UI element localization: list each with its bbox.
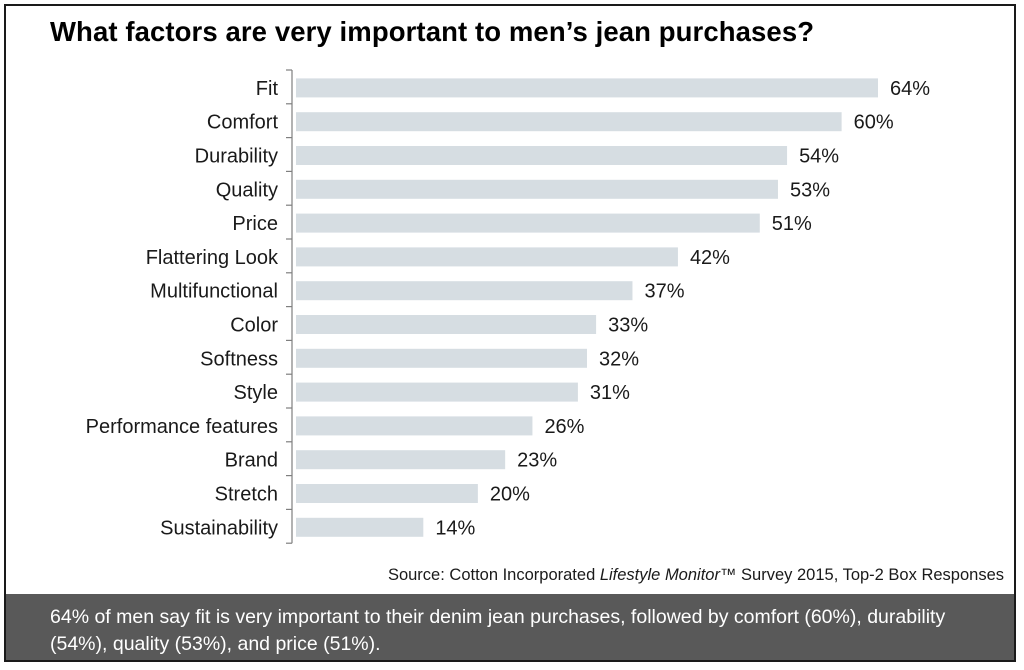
- bar: [296, 247, 678, 267]
- value-label: 31%: [590, 382, 630, 404]
- value-label: 54%: [799, 146, 839, 168]
- category-label: Brand: [225, 450, 278, 472]
- value-label: 32%: [599, 348, 639, 370]
- bar: [296, 78, 878, 98]
- bar: [296, 348, 587, 368]
- bar: [296, 146, 788, 165]
- bar: [296, 315, 597, 334]
- category-label: Multifunctional: [150, 281, 278, 303]
- source-note: Source: Cotton Incorporated Lifestyle Mo…: [388, 566, 1004, 585]
- bar: [296, 382, 578, 402]
- source-suffix: ™ Survey 2015, Top-2 Box Responses: [719, 566, 1004, 584]
- bar: [296, 484, 478, 503]
- value-label: 53%: [790, 179, 830, 201]
- value-label: 20%: [490, 484, 530, 506]
- chart-frame: What factors are very important to men’s…: [4, 4, 1016, 662]
- category-label: Sustainability: [160, 517, 278, 539]
- category-label: Price: [232, 213, 278, 235]
- category-label: Softness: [200, 348, 278, 370]
- chart-title: What factors are very important to men’s…: [50, 16, 815, 47]
- value-label: 26%: [544, 416, 584, 438]
- value-label: 42%: [690, 247, 730, 269]
- category-label: Fit: [256, 78, 279, 100]
- category-label: Comfort: [207, 112, 279, 134]
- category-label: Quality: [216, 179, 278, 201]
- value-label: 37%: [644, 281, 684, 303]
- value-label: 23%: [517, 450, 557, 472]
- bar: [296, 517, 424, 537]
- bar-chart: Fit 64% Comfort 60% Durability 54% Quality 53% P…: [86, 69, 930, 544]
- category-label: Performance features: [86, 416, 278, 438]
- caption-banner: 64% of men say fit is very important to …: [6, 594, 1014, 660]
- category-label: Color: [230, 315, 278, 337]
- bar: [296, 213, 760, 233]
- bar: [296, 281, 633, 301]
- value-label: 14%: [435, 517, 475, 539]
- bar: [296, 416, 533, 436]
- category-label: Durability: [195, 146, 278, 168]
- source-prefix: Source: Cotton Incorporated: [387, 566, 600, 584]
- value-label: 33%: [608, 315, 648, 337]
- value-label: 64%: [890, 78, 930, 100]
- category-label: Style: [234, 382, 278, 404]
- category-label: Flattering Look: [146, 247, 279, 269]
- category-label: Stretch: [215, 484, 278, 506]
- bar: [296, 179, 778, 199]
- source-italic: Lifestyle Monitor: [599, 566, 720, 584]
- bar: [296, 450, 506, 470]
- caption-text: 64% of men say fit is very important to …: [50, 606, 946, 655]
- value-label: 60%: [854, 112, 894, 134]
- value-label: 51%: [772, 213, 812, 235]
- bar: [296, 112, 842, 132]
